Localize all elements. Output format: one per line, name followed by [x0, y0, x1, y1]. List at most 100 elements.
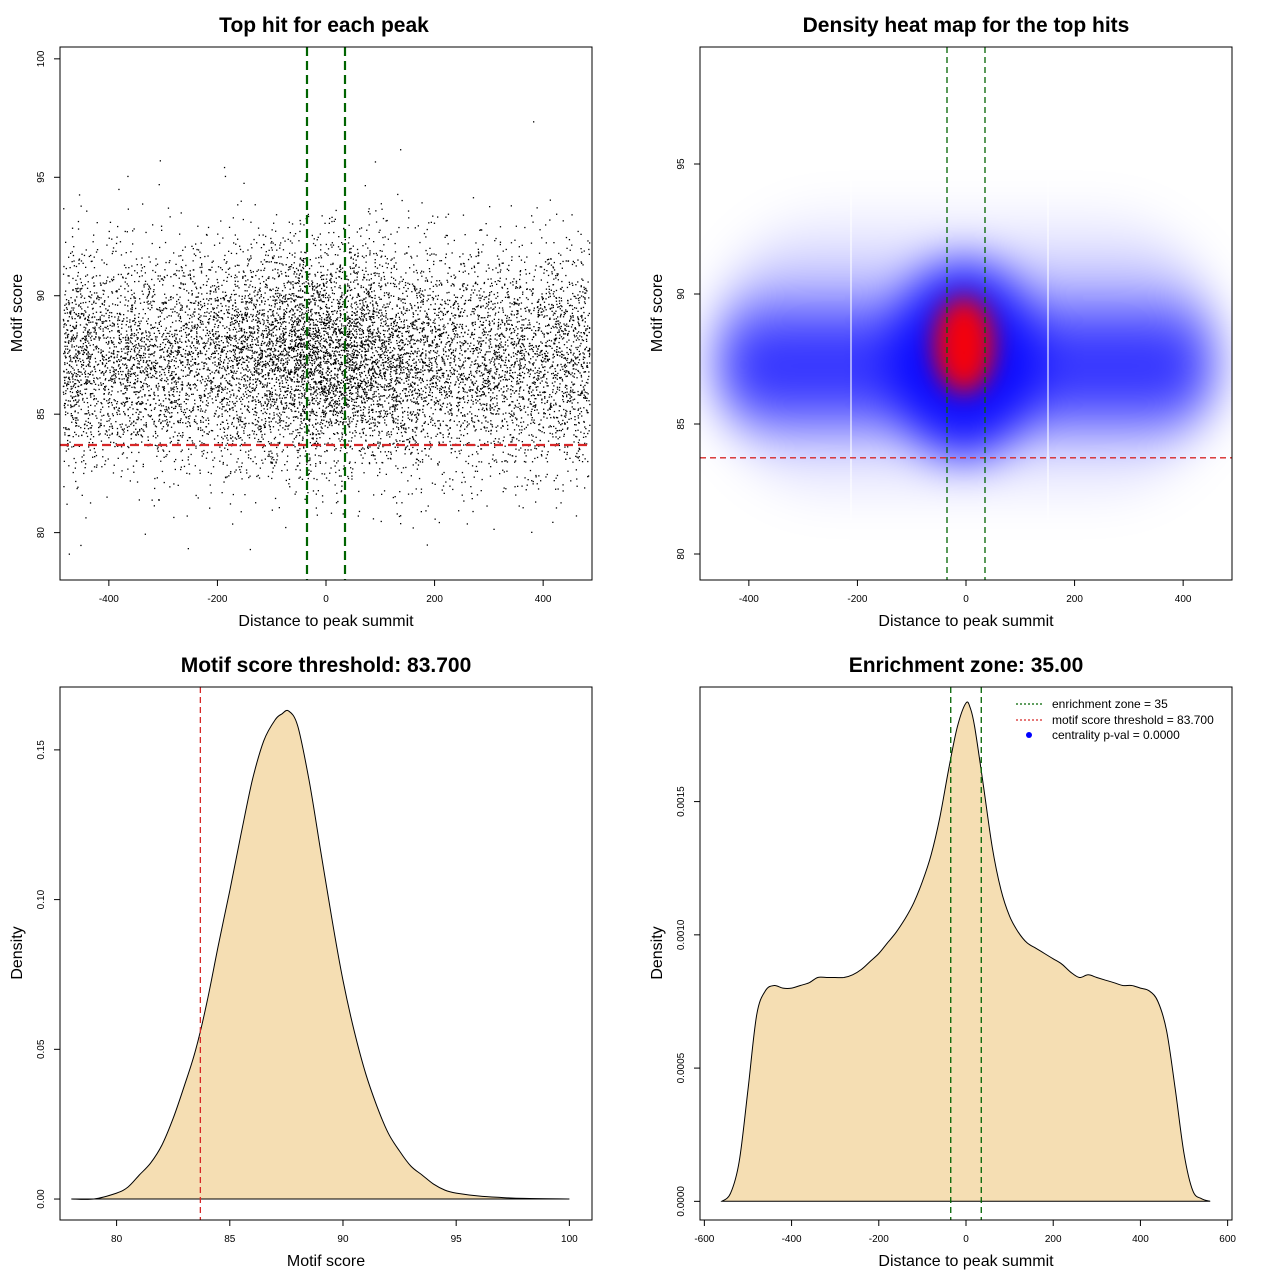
scatter-point: [378, 273, 380, 275]
scatter-point: [340, 356, 342, 359]
scatter-point: [581, 461, 584, 463]
scatter-point: [331, 242, 333, 244]
scatter-point: [265, 355, 267, 358]
scatter-point: [480, 372, 483, 374]
scatter-point: [407, 411, 409, 413]
scatter-point: [395, 398, 397, 400]
scatter-point: [407, 227, 409, 229]
scatter-point: [447, 322, 449, 325]
scatter-point: [101, 303, 104, 305]
scatter-point: [330, 354, 332, 356]
scatter-point: [186, 326, 188, 329]
scatter-point: [110, 385, 113, 388]
scatter-point: [369, 302, 372, 304]
scatter-point: [258, 234, 260, 236]
scatter-point: [207, 278, 210, 280]
scatter-point: [403, 298, 405, 300]
scatter-point: [413, 343, 415, 345]
scatter-point: [77, 228, 80, 230]
scatter-point: [170, 387, 172, 389]
scatter-point: [181, 449, 183, 451]
scatter-point: [176, 312, 178, 314]
scatter-point: [575, 335, 578, 337]
scatter-point: [505, 488, 507, 490]
scatter-point: [292, 309, 294, 311]
scatter-point: [326, 362, 328, 365]
scatter-point: [496, 339, 498, 341]
scatter-point: [535, 330, 537, 332]
scatter-point: [445, 256, 447, 259]
scatter-point: [367, 273, 369, 276]
scatter-point: [540, 454, 543, 456]
scatter-point: [75, 349, 77, 351]
scatter-point: [560, 314, 562, 317]
scatter-point: [576, 332, 578, 334]
scatter-point: [99, 282, 102, 284]
scatter-point: [124, 392, 127, 394]
scatter-point: [315, 323, 317, 326]
scatter-point: [346, 355, 348, 357]
scatter-point: [416, 420, 418, 422]
scatter-point: [301, 290, 304, 292]
scatter-point: [118, 319, 121, 321]
scatter-point: [384, 411, 387, 413]
scatter-point: [343, 403, 345, 405]
scatter-point: [284, 369, 287, 371]
scatter-point: [270, 431, 272, 433]
scatter-point: [324, 324, 326, 327]
scatter-point: [109, 281, 111, 283]
scatter-point: [408, 394, 410, 397]
scatter-point: [102, 449, 104, 451]
scatter-point: [102, 406, 104, 408]
scatter-point: [399, 354, 401, 356]
scatter-point: [431, 392, 433, 394]
scatter-point: [331, 326, 333, 328]
scatter-point: [262, 375, 265, 377]
scatter-point: [361, 342, 363, 344]
scatter-point: [415, 421, 417, 423]
scatter-point: [552, 389, 554, 391]
scatter-point: [470, 297, 472, 299]
scatter-point: [135, 434, 137, 436]
scatter-point: [347, 355, 349, 357]
scatter-point: [496, 283, 498, 285]
scatter-point: [279, 299, 281, 301]
scatter-point: [352, 258, 354, 260]
scatter-point: [396, 502, 398, 504]
scatter-point: [74, 299, 76, 301]
scatter-point: [368, 284, 370, 286]
scatter-point: [158, 309, 160, 311]
scatter-point: [309, 433, 312, 436]
scatter-point: [558, 347, 561, 349]
scatter-point: [144, 347, 146, 349]
scatter-point: [89, 393, 92, 395]
scatter-point: [108, 401, 110, 404]
scatter-point: [181, 341, 183, 343]
scatter-point: [474, 323, 476, 325]
scatter-point: [536, 483, 538, 485]
scatter-point: [271, 311, 274, 313]
scatter-point: [195, 300, 197, 302]
scatter-point: [107, 343, 109, 345]
scatter-point: [454, 326, 457, 328]
scatter-point: [503, 397, 505, 400]
scatter-point: [574, 295, 576, 298]
scatter-point: [577, 317, 579, 319]
scatter-point: [541, 293, 543, 295]
scatter-point: [453, 239, 455, 242]
scatter-point: [271, 471, 274, 473]
scatter-point: [239, 420, 241, 422]
scatter-point: [265, 345, 268, 347]
scatter-point: [519, 338, 521, 340]
scatter-point: [422, 362, 425, 364]
scatter-point: [523, 372, 526, 375]
scatter-point: [555, 334, 557, 336]
scatter-point: [317, 349, 319, 351]
scatter-point: [287, 371, 290, 373]
scatter-point: [330, 263, 332, 266]
scatter-point: [232, 389, 234, 391]
scatter-point: [70, 340, 72, 343]
scatter-point: [496, 370, 498, 373]
scatter-point: [283, 339, 285, 341]
scatter-point: [180, 354, 182, 356]
